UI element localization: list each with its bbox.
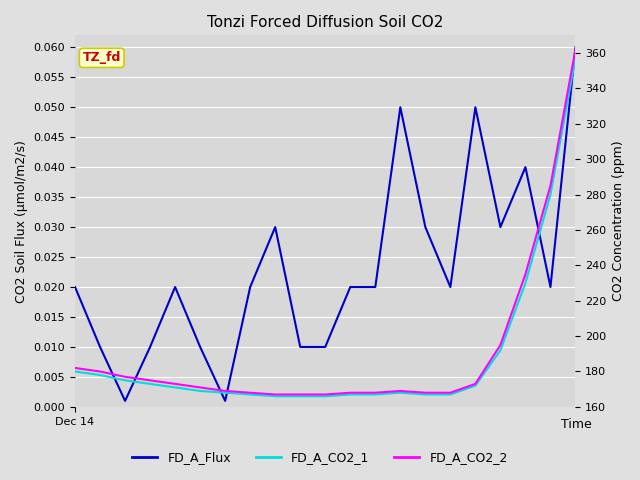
Text: Time: Time — [561, 418, 591, 432]
Y-axis label: CO2 Concentration (ppm): CO2 Concentration (ppm) — [612, 141, 625, 301]
Y-axis label: CO2 Soil Flux (μmol/m2/s): CO2 Soil Flux (μmol/m2/s) — [15, 140, 28, 302]
Title: Tonzi Forced Diffusion Soil CO2: Tonzi Forced Diffusion Soil CO2 — [207, 15, 444, 30]
Text: TZ_fd: TZ_fd — [83, 51, 121, 64]
Legend: FD_A_Flux, FD_A_CO2_1, FD_A_CO2_2: FD_A_Flux, FD_A_CO2_1, FD_A_CO2_2 — [127, 446, 513, 469]
